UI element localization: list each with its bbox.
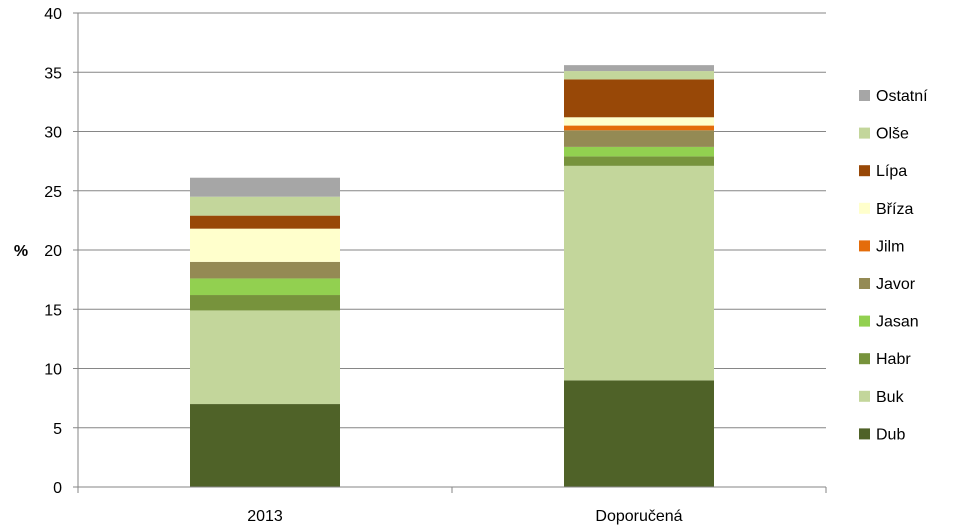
legend-label: Lípa: [876, 163, 907, 180]
bar-segment-jasan: [190, 278, 340, 296]
y-tick-label: 40: [44, 6, 62, 23]
legend-label: Jasan: [876, 314, 919, 331]
bar-segment-buk: [190, 310, 340, 405]
bar-segment-olše: [190, 196, 340, 216]
legend-swatch-javor: [859, 278, 870, 289]
legend-swatch-buk: [859, 390, 870, 402]
legend-label: Buk: [876, 389, 905, 406]
legend-label: Olše: [876, 126, 909, 143]
y-tick-label: 15: [44, 302, 62, 319]
legend-swatch-jasan: [859, 315, 870, 327]
bar-segment-ostatní: [190, 177, 340, 197]
bar-segment-habr: [564, 156, 714, 166]
legend-label: Javor: [876, 276, 916, 293]
y-tick-label: 35: [44, 65, 62, 82]
bar-segment-lípa: [564, 79, 714, 118]
legend-swatch-jilm: [859, 240, 870, 252]
legend-label: Jilm: [876, 238, 904, 255]
y-tick-label: 20: [44, 243, 62, 260]
legend-label: Habr: [876, 351, 911, 368]
y-tick-label: 25: [44, 184, 62, 201]
legend-swatch-bříza: [859, 202, 870, 214]
y-tick-label: 0: [53, 480, 62, 497]
bar-segment-ostatní: [564, 65, 714, 72]
bar-segment-javor: [190, 261, 340, 279]
legend-label: Bříza: [876, 201, 913, 218]
bar-segment-jilm: [564, 125, 714, 131]
bars: [190, 65, 714, 487]
legend-swatch-olše: [859, 127, 870, 139]
axes: 0 5 10 15 20 25 30 35 40% 2013 Doporučená: [14, 6, 827, 525]
bar-segment-dub: [564, 380, 714, 487]
y-tick-label: 5: [53, 421, 62, 438]
legend-swatch-dub: [859, 428, 870, 440]
bar-segment-habr: [190, 295, 340, 311]
bar-segment-bříza: [190, 228, 340, 262]
x-tick-label: Doporučená: [595, 508, 682, 525]
bar-segment-olše: [564, 71, 714, 80]
bar-segment-jasan: [564, 146, 714, 157]
legend-swatch-lípa: [859, 165, 870, 177]
y-axis-label: %: [14, 243, 28, 260]
bar-segment-lípa: [190, 215, 340, 229]
bar-segment-dub: [190, 404, 340, 487]
bar-segment-buk: [564, 165, 714, 381]
bar-segment-javor: [564, 130, 714, 147]
y-tick-label: 30: [44, 125, 62, 142]
bar-segment-bříza: [564, 117, 714, 126]
legend-label: Ostatní: [876, 88, 928, 105]
legend-label: Dub: [876, 426, 905, 443]
legend-swatch-ostatní: [859, 90, 870, 101]
x-tick-label: 2013: [247, 508, 283, 525]
legend-swatch-habr: [859, 353, 870, 365]
y-tick-label: 10: [44, 362, 62, 379]
legend: Ostatní Olše Lípa Bříza Jilm Javor Jasan Habr Bu…: [859, 88, 928, 443]
